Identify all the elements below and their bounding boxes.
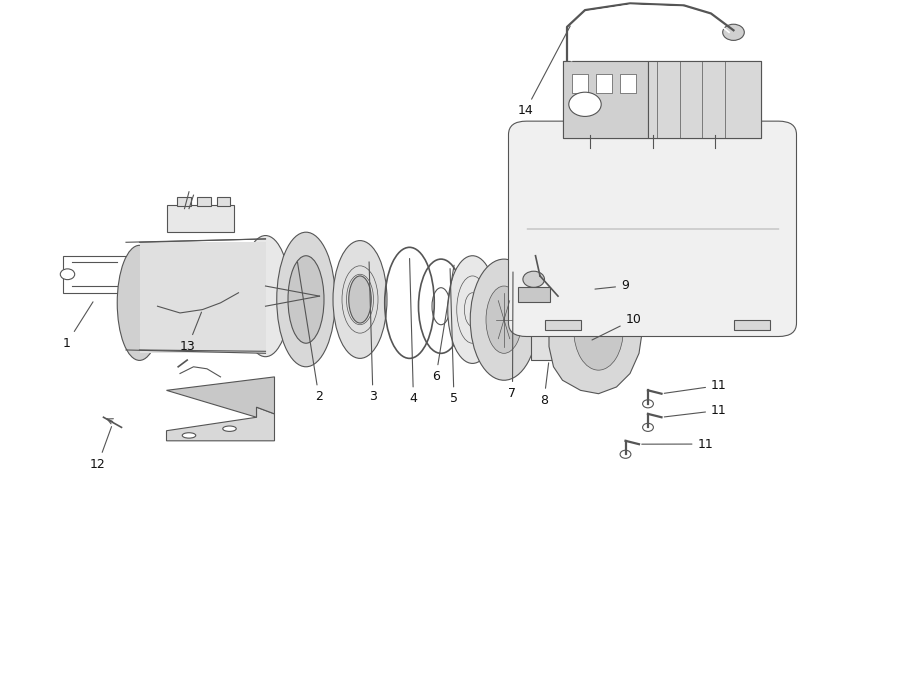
Text: 7: 7	[508, 272, 517, 400]
Circle shape	[580, 326, 598, 340]
Text: 3: 3	[369, 262, 377, 403]
Text: 11: 11	[664, 404, 727, 417]
Bar	[531, 306, 562, 360]
Text: 6: 6	[432, 265, 454, 383]
Text: 8: 8	[540, 363, 549, 406]
Bar	[562, 61, 760, 138]
Bar	[620, 74, 636, 93]
Text: 10: 10	[592, 313, 642, 340]
Ellipse shape	[349, 276, 371, 323]
Ellipse shape	[223, 426, 236, 431]
Bar	[518, 287, 550, 302]
Circle shape	[620, 450, 631, 458]
Text: 2: 2	[297, 262, 323, 403]
Bar	[197, 197, 211, 206]
Bar	[562, 61, 648, 138]
Ellipse shape	[574, 289, 623, 370]
Ellipse shape	[117, 246, 162, 361]
Text: 13: 13	[180, 312, 202, 353]
Bar	[648, 61, 760, 138]
Circle shape	[523, 271, 544, 287]
Text: 4: 4	[410, 258, 418, 405]
Bar	[140, 242, 266, 353]
Text: 1: 1	[63, 302, 93, 349]
Bar	[734, 320, 770, 330]
Polygon shape	[166, 377, 274, 417]
Text: 11: 11	[664, 379, 727, 393]
Ellipse shape	[288, 256, 324, 343]
Ellipse shape	[471, 259, 538, 380]
Ellipse shape	[562, 323, 572, 343]
Bar	[166, 205, 234, 232]
Text: 14: 14	[518, 26, 571, 117]
Text: 9: 9	[595, 279, 629, 292]
Circle shape	[643, 400, 653, 408]
Circle shape	[581, 291, 603, 308]
Circle shape	[643, 423, 653, 431]
Bar	[217, 197, 230, 206]
Circle shape	[569, 92, 601, 116]
Ellipse shape	[241, 236, 290, 357]
Circle shape	[60, 269, 75, 280]
Bar	[596, 74, 612, 93]
Text: 12: 12	[90, 427, 112, 470]
Polygon shape	[549, 259, 644, 394]
Ellipse shape	[448, 256, 497, 363]
Bar	[177, 197, 191, 206]
Ellipse shape	[333, 241, 387, 358]
Bar	[572, 74, 588, 93]
Ellipse shape	[486, 286, 522, 353]
Text: 11: 11	[642, 437, 713, 450]
Polygon shape	[166, 407, 274, 441]
Bar	[544, 320, 580, 330]
Bar	[63, 256, 126, 293]
Ellipse shape	[182, 433, 196, 438]
FancyBboxPatch shape	[508, 121, 796, 336]
Circle shape	[723, 24, 744, 40]
Ellipse shape	[277, 232, 335, 367]
Text: 5: 5	[450, 269, 458, 405]
